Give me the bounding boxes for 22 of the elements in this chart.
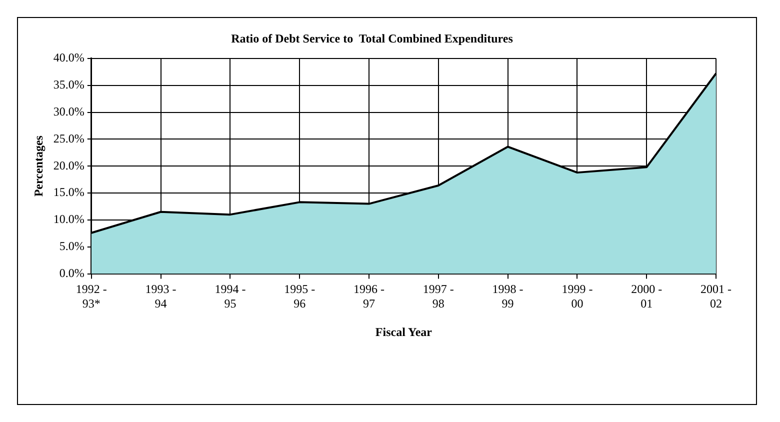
x-tick-label: 1992 - 93* [76, 282, 107, 311]
y-tick-label: 30.0% [53, 104, 84, 118]
x-tick-label: 1995 - 96 [284, 282, 316, 311]
y-tick-label: 15.0% [53, 185, 84, 200]
y-tick-label: 25.0% [53, 131, 84, 146]
x-tick-label: 1993 - 94 [145, 282, 176, 311]
x-tick-label: 1999 - 00 [562, 282, 593, 311]
y-tick-label: 35.0% [53, 77, 84, 92]
x-axis-title: Fiscal Year [375, 324, 433, 339]
x-tick-label: 2000 - 01 [631, 282, 662, 311]
y-tick-label: 20.0% [53, 158, 84, 172]
y-tick-label: 0.0% [59, 266, 84, 280]
y-tick-label: 40.0% [53, 50, 84, 65]
y-tick-label: 5.0% [59, 239, 84, 254]
x-tick-label: 1996 - 97 [354, 282, 384, 311]
x-tick-label: 1997 - 98 [422, 282, 454, 311]
x-tick-label: 1998 - 99 [492, 282, 524, 311]
chart-title: Ratio of Debt Service to Total Combined Expenditures [231, 31, 514, 46]
y-axis-title: Percentages [31, 135, 46, 197]
y-tick-label: 10.0% [53, 212, 84, 226]
x-tick-label: 2001 - 02 [700, 282, 732, 311]
x-tick-label: 1994 - 95 [214, 282, 246, 311]
